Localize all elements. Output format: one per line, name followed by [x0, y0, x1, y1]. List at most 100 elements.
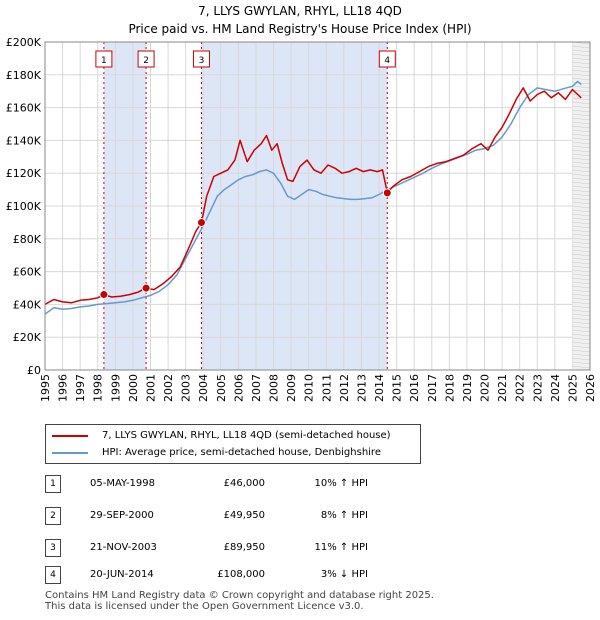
- price-chart: 1 2 3 4 £0 £20K £40K £60K £80K £100K £120K £140K £1…: [6, 36, 597, 402]
- transaction-price: £108,000: [217, 569, 265, 580]
- x-tick-label: 2008: [268, 374, 281, 402]
- projection-hatch: [572, 189, 591, 193]
- transaction-price: £46,000: [223, 478, 265, 489]
- projection-hatch: [572, 257, 591, 261]
- projection-hatch: [572, 329, 591, 333]
- projection-hatch: [572, 341, 591, 345]
- x-tick-label: 2021: [496, 374, 509, 402]
- projection-hatch: [572, 201, 591, 205]
- footer-licence: This data is licensed under the Open Gov…: [45, 601, 364, 612]
- x-tick-label: 2015: [391, 374, 404, 402]
- projection-hatch: [572, 317, 591, 321]
- projection-hatch: [572, 133, 591, 137]
- x-tick-label: 2010: [303, 374, 316, 402]
- projection-hatch: [572, 245, 591, 249]
- footer-attribution: Contains HM Land Registry data © Crown c…: [45, 590, 434, 612]
- x-tick-label: 2026: [584, 374, 597, 402]
- projection-hatch: [572, 293, 591, 297]
- y-tick-label: £100K: [6, 200, 42, 213]
- projection-hatch: [572, 325, 591, 329]
- transaction-date: 20-JUN-2014: [90, 569, 154, 580]
- x-tick-label: 2012: [338, 374, 351, 402]
- transaction-hpi-diff: 10% ↑ HPI: [314, 478, 368, 489]
- sale-number-label: 4: [384, 56, 390, 66]
- x-tick-label: 2022: [514, 374, 527, 402]
- projection-hatch: [572, 241, 591, 245]
- projection-hatch: [572, 97, 591, 101]
- x-tick-label: 2016: [408, 374, 421, 402]
- sale-number-box: [192, 50, 210, 68]
- legend-swatch-property: [52, 435, 88, 437]
- projection-hatch: [572, 73, 591, 77]
- projection-hatch: [572, 169, 591, 173]
- hpi-line: [44, 80, 582, 315]
- projection-hatch: [572, 277, 591, 281]
- transaction-price: £89,950: [223, 542, 265, 553]
- projection-hatch: [572, 225, 591, 229]
- transaction-date: 05-MAY-1998: [90, 478, 156, 489]
- projection-hatch: [572, 197, 591, 201]
- chart-title: 7, LLYS GWYLAN, RHYL, LL18 4QD: [198, 4, 402, 18]
- x-tick-label: 2023: [531, 374, 544, 402]
- sale-number-label: 1: [101, 56, 107, 66]
- y-tick-label: £20K: [13, 331, 42, 344]
- legend-swatch-hpi: [52, 452, 88, 454]
- projection-hatch: [572, 129, 591, 133]
- projection-hatch: [572, 229, 591, 233]
- projection-hatch: [572, 193, 591, 197]
- y-tick-label: £160K: [6, 102, 42, 115]
- x-tick-label: 1996: [57, 374, 70, 402]
- x-tick-label: 2017: [426, 374, 439, 402]
- projection-hatch: [572, 185, 591, 189]
- projection-hatch: [572, 57, 591, 61]
- projection-hatch: [572, 173, 591, 177]
- x-tick-label: 2014: [373, 374, 386, 402]
- projection-hatch: [572, 93, 591, 97]
- projection-hatch: [572, 305, 591, 309]
- legend-label-hpi: HPI: Average price, semi-detached house,…: [102, 447, 381, 458]
- projection-hatch: [572, 149, 591, 153]
- x-tick-label: 2000: [127, 374, 140, 402]
- projection-hatch: [572, 321, 591, 325]
- projection-region: [572, 42, 590, 370]
- y-tick-label: £40K: [13, 298, 42, 311]
- footer-copyright: Contains HM Land Registry data © Crown c…: [45, 590, 434, 601]
- projection-hatch: [572, 297, 591, 301]
- projection-hatch: [572, 165, 591, 169]
- y-tick-label: £200K: [6, 36, 42, 49]
- sale-number-box: [137, 50, 155, 68]
- projection-hatch: [572, 333, 591, 337]
- projection-hatch: [572, 181, 591, 185]
- sale-number-label: 2: [143, 56, 149, 66]
- chart-legend: 7, LLYS GWYLAN, RHYL, LL18 4QD (semi-det…: [45, 424, 421, 464]
- projection-hatch: [572, 249, 591, 253]
- x-tick-label: 2020: [479, 374, 492, 402]
- x-tick-label: 1999: [109, 374, 122, 402]
- projection-hatch: [572, 209, 591, 213]
- projection-hatch: [572, 237, 591, 241]
- projection-hatch: [572, 213, 591, 217]
- projection-hatch: [572, 113, 591, 117]
- projection-hatch: [572, 53, 591, 57]
- x-tick-label: 1995: [39, 374, 52, 402]
- projection-hatch: [572, 105, 591, 109]
- sale-point: [382, 188, 392, 198]
- x-tick-label: 2005: [215, 374, 228, 402]
- projection-hatch: [572, 205, 591, 209]
- projection-hatch: [572, 77, 591, 81]
- x-tick-label: 2003: [180, 374, 193, 402]
- transaction-number: 4: [45, 566, 61, 584]
- projection-hatch: [572, 221, 591, 225]
- transaction-number: 3: [45, 539, 61, 557]
- transaction-date: 21-NOV-2003: [90, 542, 157, 553]
- projection-hatch: [572, 109, 591, 113]
- projection-hatch: [572, 313, 591, 317]
- x-tick-label: 2024: [549, 374, 562, 402]
- projection-hatch: [572, 141, 591, 145]
- projection-hatch: [572, 69, 591, 73]
- transaction-number: 2: [45, 507, 61, 525]
- projection-hatch: [572, 101, 591, 105]
- sale-number-box: [378, 50, 396, 68]
- projection-hatch: [572, 161, 591, 165]
- projection-hatch: [572, 177, 591, 181]
